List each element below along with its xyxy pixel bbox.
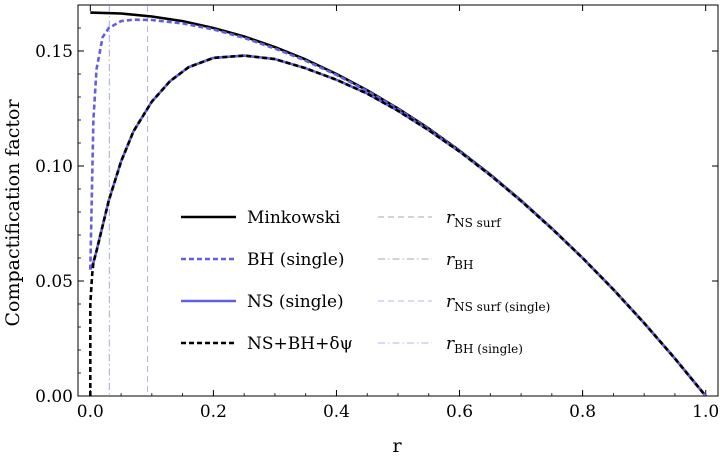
series-line [89,54,707,397]
y-tick-label: 0.00 [35,387,73,407]
legend-label: rNS surf [446,208,502,230]
legend-label: rNS surf (single) [446,292,550,314]
y-tick-label: 0.10 [35,157,73,177]
x-axis-title: r [392,435,402,457]
plot-area: 0.0 0.2 0.4 0.6 0.8 1.0 0.00 0.05 0.10 0.15 [35,4,719,422]
y-axis-title: Compactification factor [2,99,24,327]
legend-label: NS+BH+δψ [247,334,353,354]
legend-label: rBH (single) [446,334,523,356]
legend: Minkowski BH (single) NS (single) NS+BH+δψ r… [181,208,550,356]
series-line [89,54,707,397]
x-tick-label: 0.6 [446,402,473,422]
plot-frame [77,4,719,397]
x-tick-label: 0.2 [200,402,227,422]
legend-label: Minkowski [247,208,341,228]
legend-label: BH (single) [247,250,344,270]
y-tick-label: 0.05 [35,272,73,292]
series-line [89,18,707,397]
x-tick-label: 1.0 [692,402,719,422]
y-tick-label: 0.15 [35,42,73,62]
x-tick-label: 0.4 [323,402,350,422]
x-tick-label: 0.8 [569,402,596,422]
legend-label: NS (single) [247,292,344,312]
legend-label: rBH [446,250,473,272]
x-tick-label: 0.0 [77,402,104,422]
